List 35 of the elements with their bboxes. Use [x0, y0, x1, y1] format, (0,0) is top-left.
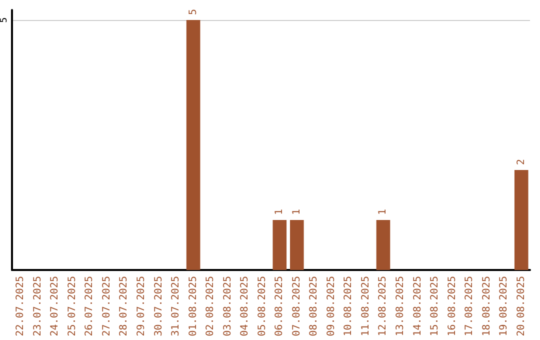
x-tick-label: 22.07.2025	[15, 276, 26, 336]
data-label: 5	[188, 8, 199, 15]
x-tick-label: 28.07.2025	[118, 276, 130, 336]
x-tick-label: 31.07.2025	[170, 276, 182, 336]
x-tick-label: 29.07.2025	[136, 276, 147, 336]
data-label: 2	[516, 158, 527, 165]
x-tick-label: 06.08.2025	[274, 276, 286, 336]
x-tick-label: 10.08.2025	[343, 276, 354, 336]
x-tick-label: 11.08.2025	[360, 276, 372, 336]
x-tick-label: 14.08.2025	[412, 276, 424, 336]
x-tick-label: 05.08.2025	[256, 276, 268, 336]
x-tick-label: 24.07.2025	[50, 276, 61, 336]
x-tick-label: 19.08.2025	[498, 276, 510, 336]
data-label: 1	[291, 208, 302, 215]
x-tick-label: 02.08.2025	[205, 276, 216, 336]
x-tick-label: 01.08.2025	[188, 276, 199, 336]
data-label: 1	[274, 208, 286, 215]
x-tick-label: 03.08.2025	[222, 276, 234, 336]
x-tick-label: 08.08.2025	[308, 276, 320, 336]
x-tick-label: 18.08.2025	[481, 276, 492, 336]
x-tick-label: 09.08.2025	[326, 276, 337, 336]
x-tick-label: 20.08.2025	[516, 276, 527, 336]
data-label: 1	[378, 208, 389, 215]
x-tick-label: 30.07.2025	[153, 276, 164, 336]
x-tick-label: 17.08.2025	[464, 276, 476, 336]
x-tick-label: 12.08.2025	[378, 276, 389, 336]
x-tick-label: 25.07.2025	[66, 276, 78, 336]
x-tick-label: 07.08.2025	[291, 276, 302, 336]
x-tick-label: 13.08.2025	[395, 276, 406, 336]
x-tick-label: 04.08.2025	[240, 276, 251, 336]
x-tick-label: 15.08.2025	[430, 276, 441, 336]
x-tick-label: 26.07.2025	[84, 276, 96, 336]
x-tick-label: 23.07.2025	[32, 276, 44, 336]
x-tick-label: 16.08.2025	[446, 276, 458, 336]
x-tick-label: 27.07.2025	[101, 276, 112, 336]
